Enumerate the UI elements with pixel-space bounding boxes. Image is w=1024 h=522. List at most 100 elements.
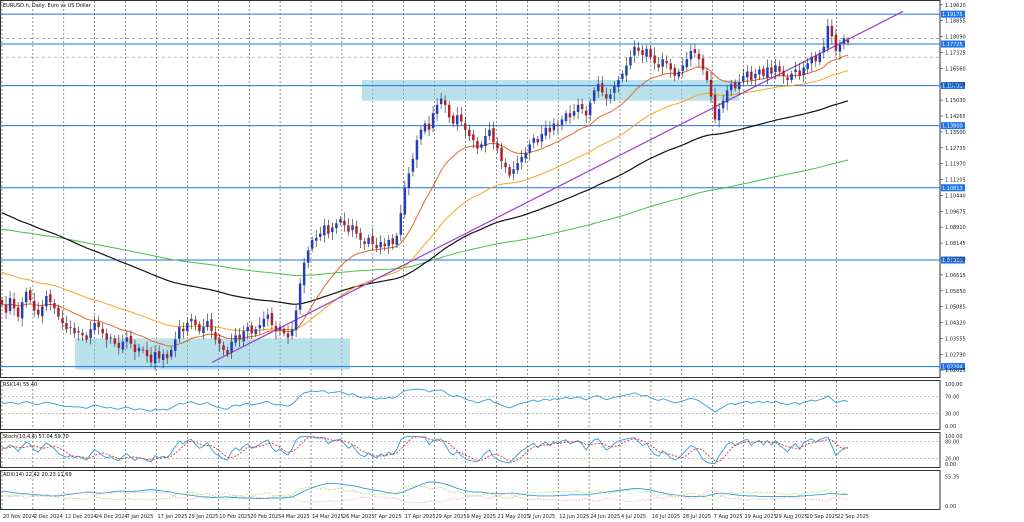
candle-body	[165, 354, 169, 359]
candle-body	[673, 67, 677, 76]
candle-body	[834, 34, 838, 51]
candle-body	[443, 100, 447, 105]
main-title: EURUSD.h, Daily: Euro vs US Dollar	[3, 3, 92, 9]
x-tick-label: 29 Jan 2025	[188, 514, 218, 520]
y-tick-label: 1.02790	[945, 352, 966, 358]
candle-body	[778, 66, 781, 72]
y-tick-label: 1.11205	[945, 178, 966, 184]
candle-body	[407, 173, 411, 188]
x-tick-label: 17 Apr 2025	[405, 514, 436, 520]
y-tick-label: 1.13500	[945, 130, 966, 136]
price-tag	[941, 256, 965, 264]
candle-body	[818, 52, 822, 63]
x-tick-label: 12 Jun 2025	[559, 514, 589, 520]
y-tick-label: 1.17325	[945, 50, 966, 56]
x-tick-label: 7 Aug 2025	[714, 514, 743, 520]
candle-body	[810, 57, 813, 64]
candle-body	[0, 300, 4, 305]
candle-body	[12, 298, 16, 309]
candle-body	[548, 127, 552, 132]
candle-body	[113, 338, 117, 344]
candle-body	[427, 123, 431, 130]
adx-title: ADX(14) 22.42 20.23 11.69	[3, 472, 72, 478]
candle-body	[617, 79, 620, 88]
candle-body	[89, 329, 92, 338]
candle-body	[399, 212, 403, 235]
price-tag-label: 1.07335	[942, 258, 963, 264]
candle-body	[693, 49, 697, 53]
y-tick-label: 0.00	[945, 424, 956, 430]
x-tick-label: 14 Mar 2025	[312, 514, 344, 520]
x-tick-label: 24 Jun 2025	[590, 514, 620, 520]
candle-body	[238, 334, 241, 340]
y-tick-label: 0.00	[945, 462, 956, 468]
price-tag	[941, 184, 965, 192]
candle-body	[504, 162, 507, 168]
candle-body	[689, 50, 693, 60]
resistance-zone	[362, 79, 739, 101]
candle-body	[584, 110, 588, 116]
candle-body	[596, 84, 600, 92]
price-tag	[941, 363, 965, 371]
candle-body	[121, 341, 125, 350]
y-tick-label: 100.00	[945, 382, 963, 388]
y-tick-label: 1.06615	[945, 273, 966, 279]
candle-body	[713, 94, 717, 120]
indicator-line	[1, 481, 848, 499]
candle-body	[423, 123, 427, 132]
candle-body	[278, 327, 282, 331]
candle-body	[53, 303, 56, 309]
price-tag	[941, 10, 965, 18]
indicator-line	[1, 436, 849, 462]
candle-body	[49, 294, 52, 303]
main-price-panel: 1.19175 1.17725 1.15731 1.13800 1.10813 1.073…	[0, 0, 966, 378]
candle-body	[133, 344, 137, 353]
candle-body	[65, 322, 68, 330]
candle-body	[125, 337, 129, 342]
candle-body	[826, 25, 830, 49]
y-tick-label: 1.11970	[945, 162, 966, 168]
candle-body	[588, 102, 592, 116]
candle-body	[625, 65, 628, 76]
candle-body	[532, 138, 536, 143]
indicator-line	[1, 436, 849, 464]
candle-body	[85, 335, 88, 340]
price-tag	[941, 82, 965, 90]
candle-body	[117, 342, 121, 348]
candle-body	[262, 318, 266, 327]
candle-body	[564, 113, 568, 122]
candle-body	[544, 127, 548, 136]
candle-body	[266, 314, 270, 319]
candle-body	[129, 335, 133, 344]
candle-body	[500, 147, 503, 161]
y-tick-label: 0.00	[945, 504, 956, 510]
candle-body	[306, 250, 310, 263]
candle-body	[379, 241, 382, 248]
candle-body	[375, 244, 378, 249]
candle-body	[786, 77, 789, 80]
candle-body	[649, 48, 652, 58]
price-tag	[941, 122, 965, 130]
candle-body	[254, 329, 258, 335]
y-tick-label: 70.00	[945, 395, 959, 401]
x-tick-label: 12 Dec 2024	[65, 514, 97, 520]
candle-body	[681, 65, 685, 71]
candle-body	[774, 65, 777, 73]
y-tick-label: 1.07380	[945, 257, 966, 263]
candle-body	[806, 63, 809, 70]
candle-body	[524, 152, 527, 159]
candle-body	[447, 104, 451, 118]
support-zone	[75, 338, 350, 370]
candle-body	[580, 104, 584, 110]
candle-body	[556, 124, 560, 126]
candle-body	[173, 339, 177, 351]
candle-body	[641, 50, 644, 56]
candle-body	[697, 53, 701, 60]
candle-body	[371, 236, 374, 245]
candle-body	[480, 144, 483, 148]
candle-body	[717, 109, 721, 121]
x-tick-label: 29 Apr 2025	[436, 514, 467, 520]
candle-body	[468, 129, 471, 137]
candle-body	[592, 90, 596, 102]
candle-body	[234, 335, 237, 343]
